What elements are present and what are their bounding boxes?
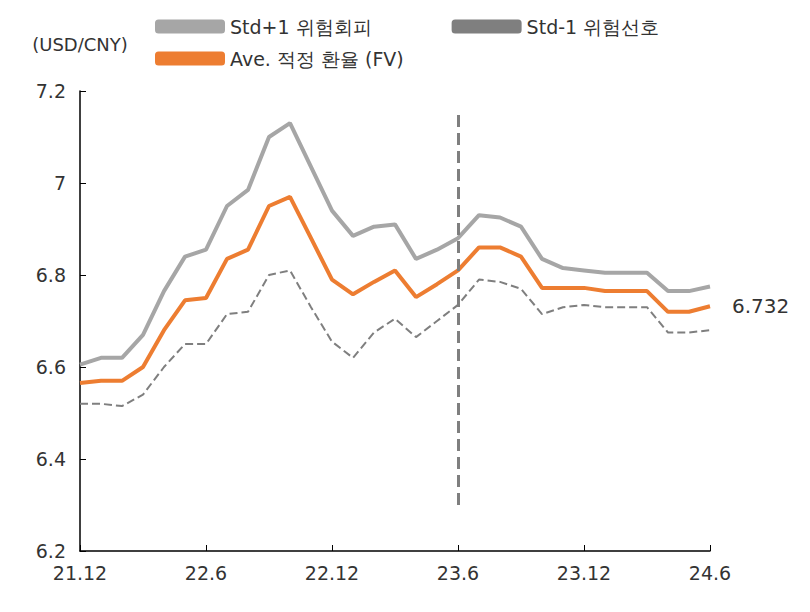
svg-text:22.6: 22.6: [185, 562, 227, 584]
svg-text:7.2: 7.2: [36, 80, 66, 102]
svg-text:23.6: 23.6: [437, 562, 479, 584]
svg-text:Std+1 위험회피: Std+1 위험회피: [230, 16, 372, 38]
svg-text:22.12: 22.12: [305, 562, 359, 584]
svg-text:24.6: 24.6: [689, 562, 731, 584]
svg-text:6.6: 6.6: [36, 356, 66, 378]
svg-text:7: 7: [54, 172, 66, 194]
svg-text:6.8: 6.8: [36, 264, 66, 286]
svg-text:6.732: 6.732: [732, 294, 789, 318]
svg-text:21.12: 21.12: [53, 562, 107, 584]
svg-text:(USD/CNY): (USD/CNY): [32, 34, 128, 55]
svg-text:6.2: 6.2: [36, 540, 66, 562]
svg-text:Ave. 적정 환율 (FV): Ave. 적정 환율 (FV): [230, 48, 404, 70]
svg-text:23.12: 23.12: [557, 562, 611, 584]
svg-text:Std-1 위험선호: Std-1 위험선호: [527, 16, 660, 38]
svg-text:6.4: 6.4: [36, 448, 66, 470]
